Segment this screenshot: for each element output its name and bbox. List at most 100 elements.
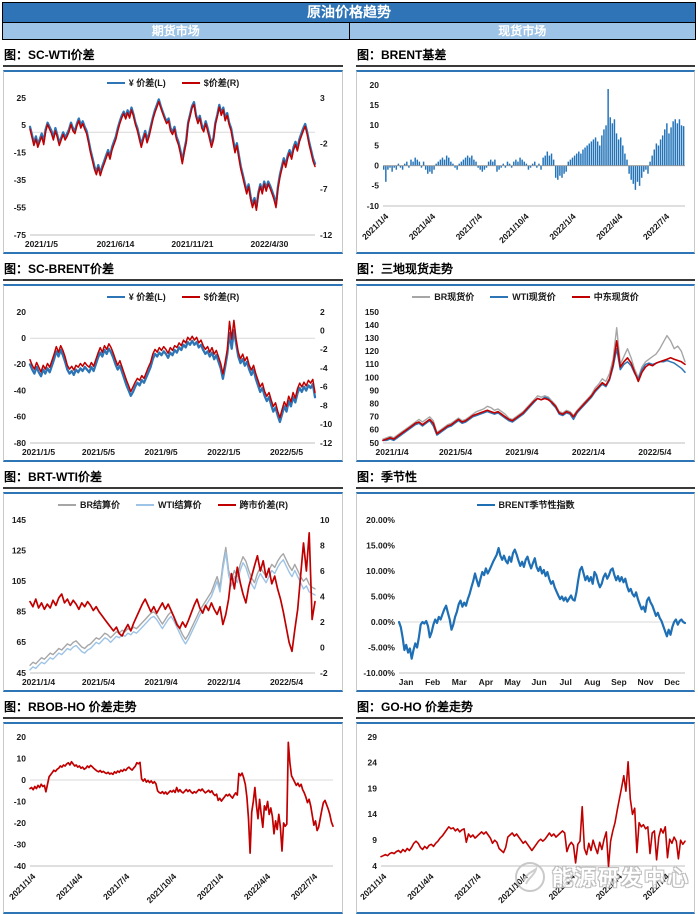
svg-text:-2: -2 xyxy=(320,139,328,149)
column-header-futures: 期货市场 xyxy=(2,23,350,40)
chart-title: 图：SC-BRENT价差 xyxy=(3,259,343,281)
svg-text:-75: -75 xyxy=(14,230,27,240)
chart-panel: 20 15 10 5 0 -5 -10 2021/1/4 2021/4/4 2021/7/4 202… xyxy=(356,70,695,254)
svg-text:2022/4/30: 2022/4/30 xyxy=(250,239,288,249)
svg-text:-10: -10 xyxy=(14,796,27,806)
svg-text:2021/5/4: 2021/5/4 xyxy=(439,447,472,457)
svg-text:2021/1/5: 2021/1/5 xyxy=(22,447,55,457)
svg-text:4: 4 xyxy=(320,591,325,601)
svg-text:15: 15 xyxy=(370,100,380,110)
svg-text:-15: -15 xyxy=(14,148,27,158)
svg-text:-6: -6 xyxy=(320,382,328,392)
chart-title: 图：BRT-WTI价差 xyxy=(3,467,343,489)
svg-text:10.00%: 10.00% xyxy=(366,566,395,576)
chart-panel: 20.00% 15.00% 10.00% 5.00% 0.00% -5.00% -10.00… xyxy=(356,492,695,692)
svg-text:-7: -7 xyxy=(320,184,328,194)
svg-text:2021/1/4: 2021/1/4 xyxy=(360,211,391,242)
svg-text:Feb: Feb xyxy=(425,677,440,687)
svg-text:10: 10 xyxy=(17,753,27,763)
svg-text:65: 65 xyxy=(17,637,27,647)
svg-text:9: 9 xyxy=(372,835,377,845)
svg-text:2021/1/4: 2021/1/4 xyxy=(22,677,55,687)
svg-text:2022/1/4: 2022/1/4 xyxy=(546,871,577,902)
svg-text:-10: -10 xyxy=(320,419,333,429)
svg-text:14: 14 xyxy=(368,809,378,819)
svg-text:2: 2 xyxy=(320,307,325,317)
svg-text:0: 0 xyxy=(320,326,325,336)
svg-text:60: 60 xyxy=(370,425,380,435)
svg-text:85: 85 xyxy=(17,607,27,617)
chart-cell-seasonality: 图：季节性 20.00% 15.00% 10.00% 5.00% 0.00% -5.00%… xyxy=(356,462,695,692)
svg-text:2021/1/4: 2021/1/4 xyxy=(7,871,38,902)
svg-text:140: 140 xyxy=(365,320,379,330)
svg-text:70: 70 xyxy=(370,412,380,422)
svg-text:Aug: Aug xyxy=(584,677,601,687)
svg-text:25: 25 xyxy=(17,93,27,103)
svg-text:2021/5/5: 2021/5/5 xyxy=(82,447,115,457)
svg-text:0: 0 xyxy=(374,161,379,171)
svg-text:-5.00%: -5.00% xyxy=(368,642,395,652)
svg-text:20: 20 xyxy=(370,80,380,90)
svg-text:2021/1/4: 2021/1/4 xyxy=(358,871,389,902)
svg-text:100: 100 xyxy=(365,372,379,382)
svg-text:2022/1/4: 2022/1/4 xyxy=(195,871,226,902)
svg-text:May: May xyxy=(504,677,521,687)
svg-text:2021/5/4: 2021/5/4 xyxy=(82,677,115,687)
svg-text:29: 29 xyxy=(368,732,378,742)
svg-text:2022/7/4: 2022/7/4 xyxy=(641,871,672,902)
svg-text:90: 90 xyxy=(370,385,380,395)
svg-text:-12: -12 xyxy=(320,438,333,448)
svg-text:2021/10/4: 2021/10/4 xyxy=(496,871,530,905)
svg-text:2021/10/4: 2021/10/4 xyxy=(497,211,531,245)
svg-text:0: 0 xyxy=(21,333,26,343)
svg-text:Jan: Jan xyxy=(399,677,414,687)
svg-text:2021/7/4: 2021/7/4 xyxy=(452,871,483,902)
svg-text:-40: -40 xyxy=(14,861,27,871)
svg-text:4: 4 xyxy=(372,861,377,871)
svg-text:Mar: Mar xyxy=(452,677,468,687)
svg-text:5: 5 xyxy=(21,120,26,130)
svg-text:2022/7/4: 2022/7/4 xyxy=(641,211,672,242)
svg-text:2021/4/4: 2021/4/4 xyxy=(407,211,438,242)
svg-text:10: 10 xyxy=(370,120,380,130)
svg-text:125: 125 xyxy=(12,545,26,555)
svg-text:0: 0 xyxy=(21,775,26,785)
chart-panel: 25 5 -15 -35 -55 -75 3 -2 -7 -12 2021/1/5 2021/6/14… xyxy=(3,70,343,254)
svg-text:2022/1/4: 2022/1/4 xyxy=(207,677,240,687)
svg-text:-35: -35 xyxy=(14,175,27,185)
svg-text:-60: -60 xyxy=(14,412,27,422)
svg-text:2021/7/4: 2021/7/4 xyxy=(454,211,485,242)
svg-text:2021/10/4: 2021/10/4 xyxy=(144,871,178,905)
svg-text:2: 2 xyxy=(320,617,325,627)
svg-text:110: 110 xyxy=(365,359,379,369)
svg-text:5.00%: 5.00% xyxy=(371,591,396,601)
svg-text:Nov: Nov xyxy=(637,677,653,687)
svg-text:2021/1/4: 2021/1/4 xyxy=(376,447,409,457)
svg-text:Sep: Sep xyxy=(611,677,627,687)
svg-text:2021/9/4: 2021/9/4 xyxy=(505,447,538,457)
svg-text:2022/4/4: 2022/4/4 xyxy=(242,871,273,902)
svg-text:-40: -40 xyxy=(14,385,27,395)
svg-text:-2: -2 xyxy=(320,344,328,354)
chart-title: 图：RBOB-HO 价差走势 xyxy=(3,697,343,719)
chart-svg-brt-wti: 145 125 105 85 65 45 10 8 6 4 2 0 -2 2021/1/4 2021/5/4… xyxy=(12,515,330,687)
chart-cell-sc-wti: 图：SC-WTI价差 25 5 -15 -35 -55 -75 3 -2 -7 -12 2021/1… xyxy=(3,40,343,254)
svg-text:15.00%: 15.00% xyxy=(366,540,395,550)
svg-text:2021/11/21: 2021/11/21 xyxy=(171,239,213,249)
svg-text:120: 120 xyxy=(365,346,379,356)
chart-panel: 20 0 -20 -40 -60 -80 2 0 -2 -4 -6 -8 -10 -12 2021/1/5 2… xyxy=(3,284,343,462)
chart-cell-rbob-ho: 图：RBOB-HO 价差走势 20 10 0 -10 -20 -30 -40 2021/1/4… xyxy=(3,692,343,914)
svg-text:2022/1/5: 2022/1/5 xyxy=(207,447,240,457)
svg-text:-55: -55 xyxy=(14,202,27,212)
svg-text:2021/7/4: 2021/7/4 xyxy=(101,871,132,902)
chart-cell-go-ho: 图：GO-HO 价差走势 29 24 19 14 9 4 2021/1/4 2021/4/4 2… xyxy=(356,692,695,914)
chart-panel: 145 125 105 85 65 45 10 8 6 4 2 0 -2 2021/1/4 2021/5/4… xyxy=(3,492,343,692)
svg-text:-20: -20 xyxy=(14,818,27,828)
svg-text:45: 45 xyxy=(17,668,27,678)
svg-text:2022/5/4: 2022/5/4 xyxy=(270,677,303,687)
chart-svg-sc-wti: 25 5 -15 -35 -55 -75 3 -2 -7 -12 2021/1/5 2021/6/14… xyxy=(14,93,333,249)
svg-text:-10: -10 xyxy=(367,201,380,211)
